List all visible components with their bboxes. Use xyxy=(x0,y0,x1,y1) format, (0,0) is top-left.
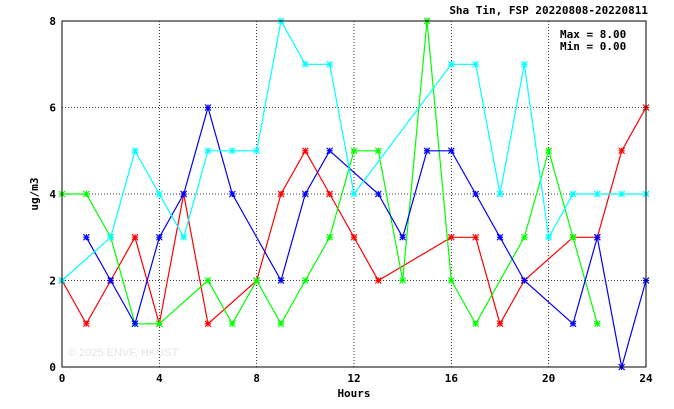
x-tick-label: 20 xyxy=(542,372,555,385)
data-point xyxy=(326,190,334,198)
data-point xyxy=(618,190,626,198)
data-point xyxy=(350,233,358,241)
data-point xyxy=(520,277,528,284)
data-point xyxy=(180,190,188,198)
data-point xyxy=(82,233,90,241)
data-point xyxy=(472,233,480,241)
y-tick-label: 2 xyxy=(49,275,56,288)
x-tick-label: 8 xyxy=(253,372,260,385)
x-tick-label: 24 xyxy=(639,372,653,385)
annotation-max: Max = 8.00 xyxy=(560,28,626,41)
data-point xyxy=(204,104,212,111)
x-tick-label: 16 xyxy=(445,372,459,385)
data-point xyxy=(155,233,163,241)
data-point xyxy=(545,233,553,241)
data-point xyxy=(326,233,334,241)
y-tick-label: 4 xyxy=(49,188,56,201)
data-point xyxy=(399,277,407,284)
data-point xyxy=(180,233,188,241)
data-point xyxy=(520,60,528,68)
data-point xyxy=(569,320,577,328)
series-layer xyxy=(58,17,650,371)
data-point xyxy=(399,233,407,241)
data-point xyxy=(374,147,382,155)
chart-title: Sha Tin, FSP 20220808-20220811 xyxy=(449,4,648,17)
x-tick-label: 4 xyxy=(156,372,163,385)
data-point xyxy=(447,147,455,155)
data-point xyxy=(496,233,504,241)
data-point xyxy=(301,190,309,198)
data-point xyxy=(374,277,382,284)
data-point xyxy=(496,190,504,198)
data-point xyxy=(107,233,115,241)
data-point xyxy=(228,320,236,328)
data-point xyxy=(301,147,309,155)
data-point xyxy=(472,190,480,198)
data-point xyxy=(618,147,626,155)
data-point xyxy=(326,60,334,68)
data-point xyxy=(155,190,163,198)
data-point xyxy=(155,320,163,328)
y-axis-label: ug/m3 xyxy=(28,177,41,210)
data-point xyxy=(253,277,261,284)
y-tick-label: 0 xyxy=(49,361,56,374)
y-tick-label: 8 xyxy=(49,15,56,28)
data-point xyxy=(277,190,285,198)
data-point xyxy=(374,190,382,198)
data-point xyxy=(82,190,90,198)
data-point xyxy=(447,277,455,284)
data-point xyxy=(545,147,553,155)
data-point xyxy=(350,190,358,198)
data-point xyxy=(569,233,577,241)
data-point xyxy=(593,320,601,328)
data-point xyxy=(82,320,90,328)
data-point xyxy=(228,190,236,198)
data-point xyxy=(131,320,139,328)
data-point xyxy=(253,147,261,155)
data-point xyxy=(520,233,528,241)
series-3 xyxy=(82,104,650,371)
data-point xyxy=(131,233,139,241)
x-tick-label: 0 xyxy=(59,372,66,385)
watermark: © 2025 ENVF, HKUST xyxy=(68,347,178,359)
data-point xyxy=(204,147,212,155)
data-point xyxy=(472,320,480,328)
data-point xyxy=(350,147,358,155)
data-point xyxy=(228,147,236,155)
data-point xyxy=(204,277,212,284)
data-point xyxy=(277,277,285,284)
annotation-min: Min = 0.00 xyxy=(560,40,626,53)
data-point xyxy=(569,190,577,198)
x-tick-label: 12 xyxy=(347,372,360,385)
data-point xyxy=(301,277,309,284)
data-point xyxy=(326,147,334,155)
series-line xyxy=(85,105,647,368)
series-4 xyxy=(58,17,650,284)
data-point xyxy=(496,320,504,328)
data-point xyxy=(472,60,480,68)
data-point xyxy=(423,147,431,155)
data-point xyxy=(593,233,601,241)
x-axis-label: Hours xyxy=(337,387,370,400)
data-point xyxy=(277,320,285,328)
data-point xyxy=(447,60,455,68)
data-point xyxy=(593,190,601,198)
data-point xyxy=(301,60,309,68)
data-point xyxy=(131,147,139,155)
y-tick-label: 6 xyxy=(49,102,56,115)
data-point xyxy=(204,320,212,328)
data-point xyxy=(447,233,455,241)
series-2 xyxy=(58,17,601,328)
data-point xyxy=(107,277,115,284)
plot-frame xyxy=(61,20,647,368)
